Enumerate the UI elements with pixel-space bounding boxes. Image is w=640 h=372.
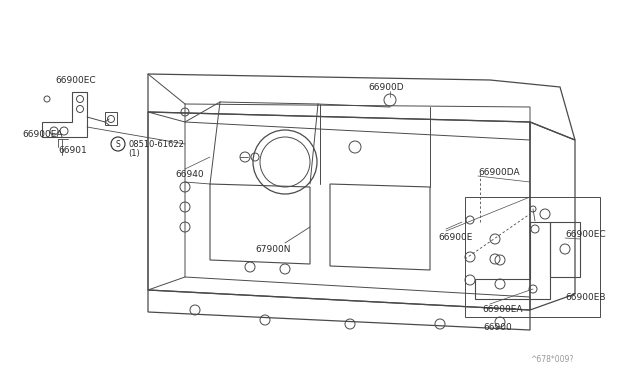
Text: S: S [116, 140, 120, 148]
Text: 66900: 66900 [484, 323, 513, 331]
Text: (1): (1) [128, 148, 140, 157]
Text: 08510-61622: 08510-61622 [128, 140, 184, 148]
Text: 66900DA: 66900DA [478, 167, 520, 176]
Text: 67900N: 67900N [255, 244, 291, 253]
Text: ^678*009?: ^678*009? [530, 356, 573, 365]
Text: 66900EC: 66900EC [565, 230, 605, 238]
Text: 66901: 66901 [58, 145, 87, 154]
Text: 66940: 66940 [175, 170, 204, 179]
Text: 66900D: 66900D [368, 83, 404, 92]
Text: 66900EC: 66900EC [55, 76, 95, 84]
Text: 66900E: 66900E [438, 232, 472, 241]
Text: 66900EA: 66900EA [22, 129, 63, 138]
Text: 66900EA: 66900EA [482, 305, 522, 314]
Text: 66900EB: 66900EB [565, 292, 605, 301]
